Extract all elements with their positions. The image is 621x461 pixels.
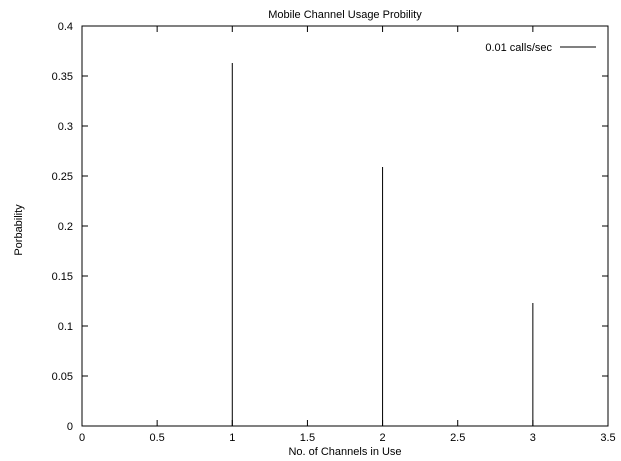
x-tick-label: 2	[380, 432, 386, 444]
x-tick-label: 3.5	[600, 432, 615, 444]
y-tick-label: 0.05	[52, 371, 73, 383]
axis-ticks: 0 0.5 1 1.5 2 2.5 3 3.5 0 0.05 0.1 0.15 0.2 0.25 0.3 0.…	[52, 21, 616, 444]
y-tick-label: 0.35	[52, 71, 73, 83]
y-tick-label: 0.2	[58, 221, 73, 233]
data-impulses	[231, 63, 534, 426]
y-tick-label: 0.4	[58, 21, 73, 33]
legend-label: 0.01 calls/sec	[485, 42, 552, 54]
x-tick-label: 3	[530, 432, 536, 444]
y-tick-label: 0.3	[58, 121, 73, 133]
x-tick-label: 0	[79, 432, 85, 444]
plot-frame	[81, 25, 609, 427]
y-tick-label: 0	[67, 421, 73, 433]
x-tick-label: 2.5	[450, 432, 465, 444]
legend: 0.01 calls/sec	[485, 42, 596, 54]
x-tick-label: 1	[229, 432, 235, 444]
y-tick-label: 0.25	[52, 171, 73, 183]
y-tick-label: 0.1	[58, 321, 73, 333]
chart-title: Mobile Channel Usage Probility	[268, 9, 422, 21]
y-tick-label: 0.15	[52, 271, 73, 283]
x-tick-label: 0.5	[149, 432, 164, 444]
y-axis-label: Porbability	[13, 204, 25, 256]
x-tick-label: 1.5	[300, 432, 315, 444]
x-axis-label: No. of Channels in Use	[288, 446, 401, 458]
